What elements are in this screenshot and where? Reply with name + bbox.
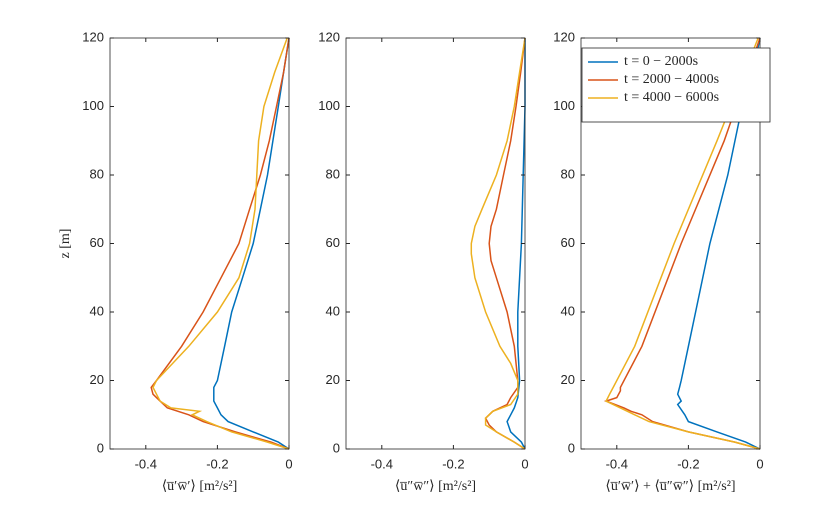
x-tick-label: -0.2 bbox=[442, 456, 464, 471]
x-tick-label: 0 bbox=[285, 456, 292, 471]
y-tick-label: 40 bbox=[90, 303, 104, 318]
plot-area bbox=[346, 38, 525, 449]
y-tick-label: 0 bbox=[97, 440, 104, 455]
series-line bbox=[470, 37, 526, 450]
series-line bbox=[150, 37, 290, 450]
legend-box bbox=[581, 47, 771, 123]
y-tick-label: 0 bbox=[333, 440, 340, 455]
x-tick-label: -0.2 bbox=[206, 456, 228, 471]
series-line bbox=[152, 37, 290, 450]
x-tick-label: -0.4 bbox=[606, 456, 628, 471]
x-tick-label: -0.4 bbox=[371, 456, 393, 471]
y-axis-label: z [m] bbox=[58, 229, 73, 259]
y-tick-label: 20 bbox=[326, 372, 340, 387]
plot-area bbox=[110, 38, 289, 449]
legend-label: t = 0 − 2000s bbox=[624, 54, 698, 69]
x-tick-label: 0 bbox=[521, 456, 528, 471]
legend-label: t = 2000 − 4000s bbox=[624, 72, 719, 87]
series-line bbox=[484, 37, 526, 450]
x-tick-label: -0.2 bbox=[677, 456, 699, 471]
y-tick-label: 40 bbox=[326, 303, 340, 318]
series-line bbox=[506, 38, 526, 450]
y-tick-label: 20 bbox=[90, 372, 104, 387]
legend-label: t = 4000 − 6000s bbox=[624, 90, 719, 105]
y-tick-label: 120 bbox=[318, 29, 340, 44]
y-tick-label: 20 bbox=[561, 372, 575, 387]
series-line bbox=[676, 37, 761, 450]
y-tick-label: 60 bbox=[561, 235, 575, 250]
x-axis-label: ⟨u̅′w̅′⟩ [m²/s²] bbox=[162, 479, 238, 494]
y-tick-label: 80 bbox=[326, 166, 340, 181]
y-tick-label: 120 bbox=[553, 29, 575, 44]
y-tick-label: 60 bbox=[90, 235, 104, 250]
y-tick-label: 80 bbox=[561, 166, 575, 181]
y-tick-label: 0 bbox=[568, 440, 575, 455]
series-line bbox=[213, 37, 290, 450]
y-tick-label: 40 bbox=[561, 303, 575, 318]
x-tick-label: 0 bbox=[756, 456, 763, 471]
x-tick-label: -0.4 bbox=[135, 456, 157, 471]
y-tick-label: 80 bbox=[90, 166, 104, 181]
series-line bbox=[605, 37, 761, 450]
y-tick-label: 100 bbox=[553, 98, 575, 113]
y-tick-label: 60 bbox=[326, 235, 340, 250]
x-axis-label: ⟨u̅′w̅′⟩ + ⟨u̅″w̅″⟩ [m²/s²] bbox=[605, 479, 735, 494]
y-tick-label: 120 bbox=[82, 29, 104, 44]
y-tick-label: 100 bbox=[82, 98, 104, 113]
x-axis-label: ⟨u̅″w̅″⟩ [m²/s²] bbox=[395, 479, 476, 494]
y-tick-label: 100 bbox=[318, 98, 340, 113]
